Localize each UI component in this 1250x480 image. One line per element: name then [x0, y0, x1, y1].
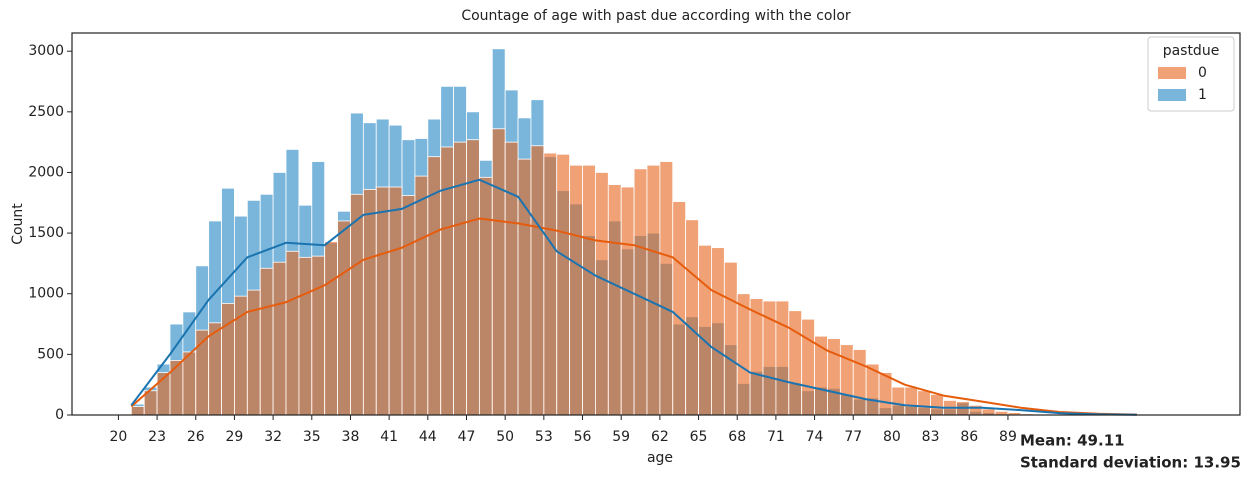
- x-tick-label: 50: [496, 429, 514, 445]
- legend-title: pastdue: [1163, 43, 1220, 59]
- y-tick-label: 1000: [28, 286, 64, 302]
- x-tick-label: 65: [690, 429, 708, 445]
- bar: [801, 318, 815, 416]
- bar: [517, 158, 532, 416]
- annotation: Standard deviation: 13.95: [1020, 454, 1241, 472]
- bar: [852, 349, 867, 416]
- x-tick-label: 23: [148, 429, 166, 445]
- x-tick-label: 89: [999, 429, 1017, 445]
- bar: [543, 152, 558, 416]
- x-tick-label: 68: [728, 429, 746, 445]
- bar: [556, 153, 571, 416]
- bar: [130, 406, 145, 416]
- bar: [698, 244, 712, 416]
- x-axis-label: age: [647, 450, 673, 466]
- bar: [259, 267, 274, 416]
- bar: [478, 176, 493, 416]
- bar: [775, 300, 790, 416]
- y-tick-label: 0: [55, 407, 64, 423]
- bar: [917, 390, 931, 416]
- plot-frame: [71, 32, 1241, 416]
- bar: [362, 189, 377, 416]
- x-tick-label: 80: [883, 429, 901, 445]
- x-tick-label: 59: [612, 429, 630, 445]
- chart-title: Countage of age with past due according …: [461, 8, 851, 24]
- x-tick-label: 74: [806, 429, 824, 445]
- bar: [839, 344, 854, 416]
- bar: [930, 393, 944, 416]
- kde-line: [130, 178, 1137, 416]
- x-tick-label: 32: [264, 429, 282, 445]
- x-tick-label: 71: [767, 429, 785, 445]
- legend-label: 1: [1198, 87, 1207, 103]
- bar: [672, 201, 687, 416]
- x-tick-label: 29: [226, 429, 244, 445]
- bar: [530, 145, 545, 416]
- legend-swatch: [1158, 89, 1186, 101]
- bar: [350, 193, 364, 416]
- x-tick-label: 35: [303, 429, 321, 445]
- bar: [659, 161, 674, 416]
- bar: [401, 195, 416, 416]
- legend-swatch: [1158, 67, 1186, 79]
- y-tick-label: 2000: [28, 164, 64, 180]
- x-tick-label: 38: [342, 429, 360, 445]
- y-tick-label: 3000: [28, 43, 64, 59]
- annotation: Mean: 49.11: [1020, 432, 1125, 450]
- bar: [324, 241, 338, 416]
- bar: [569, 164, 583, 416]
- bar: [749, 298, 764, 416]
- bar: [633, 168, 648, 416]
- bar: [891, 386, 906, 416]
- y-tick-label: 1500: [28, 225, 64, 241]
- bar: [285, 250, 300, 416]
- bar: [272, 261, 287, 416]
- x-tick-label: 83: [922, 429, 940, 445]
- kde-line: [130, 217, 1137, 416]
- bar: [311, 255, 326, 416]
- bar: [723, 261, 738, 416]
- legend-label: 0: [1198, 65, 1207, 81]
- bar: [878, 372, 893, 416]
- x-tick-label: 86: [960, 429, 978, 445]
- bar: [504, 141, 519, 416]
- x-tick-label: 47: [458, 429, 476, 445]
- x-tick-label: 26: [187, 429, 205, 445]
- x-tick-label: 62: [651, 429, 669, 445]
- x-tick-label: 77: [844, 429, 862, 445]
- bar: [298, 256, 313, 416]
- x-tick-label: 56: [574, 429, 592, 445]
- x-tick-label: 41: [380, 429, 398, 445]
- y-tick-label: 500: [37, 346, 64, 362]
- y-axis-label: Count: [10, 203, 26, 245]
- bar: [827, 338, 841, 416]
- x-tick-label: 44: [419, 429, 437, 445]
- bar: [375, 186, 390, 416]
- bar: [904, 386, 919, 416]
- bar: [491, 128, 506, 416]
- y-tick-label: 2500: [28, 104, 64, 120]
- bar: [582, 164, 596, 416]
- bar: [788, 310, 803, 416]
- x-tick-label: 53: [535, 429, 553, 445]
- bar: [607, 184, 622, 416]
- bar: [711, 247, 725, 416]
- bar: [981, 408, 996, 416]
- bar: [169, 360, 184, 416]
- bar: [620, 186, 635, 416]
- bar: [646, 164, 661, 416]
- bar: [414, 175, 429, 416]
- x-tick-label: 20: [109, 429, 127, 445]
- bar: [208, 322, 222, 416]
- bar: [182, 351, 197, 416]
- bar: [595, 172, 609, 416]
- bar: [388, 186, 403, 416]
- bar: [337, 220, 351, 416]
- bar: [685, 219, 699, 416]
- bar: [736, 293, 751, 416]
